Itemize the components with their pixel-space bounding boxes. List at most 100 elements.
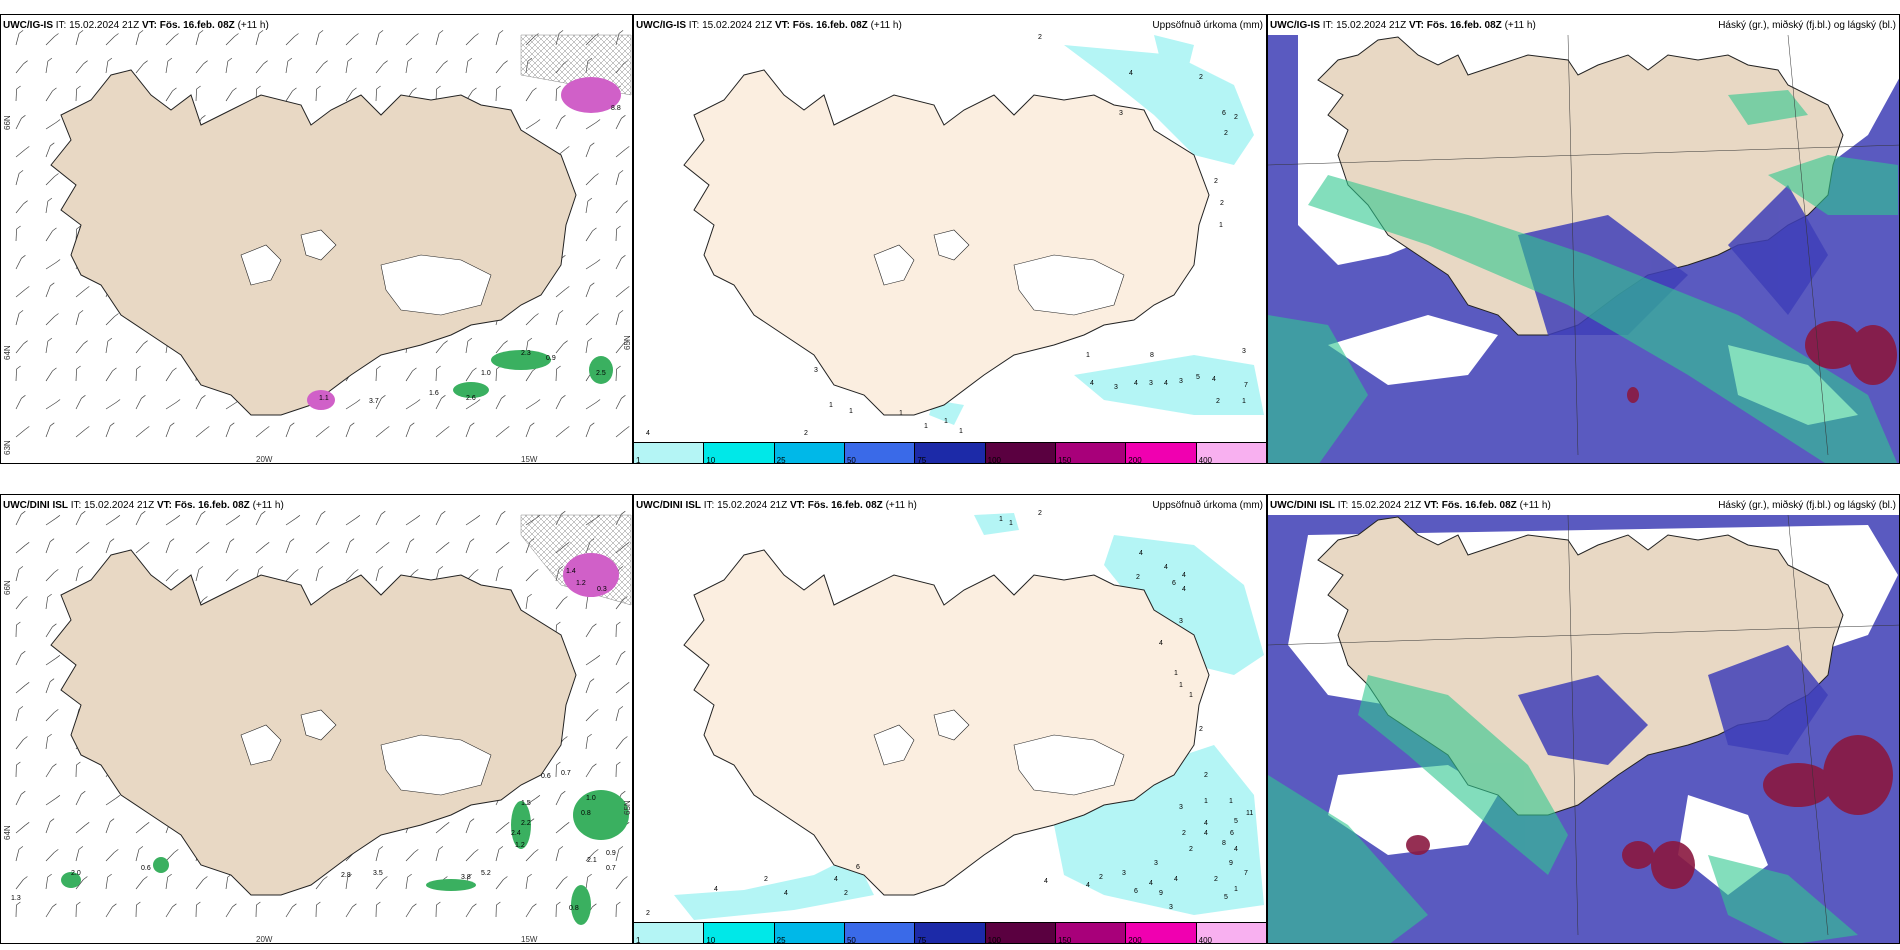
panel-title: UWC/IG-IS IT: 15.02.2024 21Z VT: Fös. 16… <box>3 20 269 31</box>
svg-text:4: 4 <box>1164 380 1168 387</box>
svg-text:5: 5 <box>1196 374 1200 381</box>
svg-text:1: 1 <box>1229 798 1233 805</box>
svg-text:11: 11 <box>1246 810 1253 817</box>
svg-text:4: 4 <box>1090 380 1094 387</box>
svg-text:0.6: 0.6 <box>141 865 151 872</box>
cloud-title: Háský (gr.), miðský (fj.bl.) og lágský (… <box>1718 500 1896 511</box>
svg-text:1: 1 <box>1086 352 1090 359</box>
svg-text:3.7: 3.7 <box>369 398 379 405</box>
svg-text:1.0: 1.0 <box>586 795 596 802</box>
svg-text:2: 2 <box>804 430 808 437</box>
svg-text:1: 1 <box>1174 670 1178 677</box>
colorbar-segment: 400 <box>1196 443 1266 463</box>
svg-text:2: 2 <box>1099 874 1103 881</box>
svg-text:2: 2 <box>1220 200 1224 207</box>
lat-label: 65N <box>623 800 632 815</box>
svg-text:2: 2 <box>1214 178 1218 185</box>
svg-text:2: 2 <box>1204 772 1208 779</box>
svg-text:8.8: 8.8 <box>611 105 621 112</box>
cloud-map <box>1268 15 1899 463</box>
svg-text:2: 2 <box>1182 830 1186 837</box>
precip-map: 2 4 3 2 6 2 2 2 2 1 4 3 1 1 1 1 1 2 1 4 … <box>646 34 1264 437</box>
svg-text:6: 6 <box>856 864 860 871</box>
wind-map: 1.4 1.2 0.3 1.0 0.7 0.8 2.1 0.9 1.5 2.2 … <box>11 510 632 925</box>
svg-text:8: 8 <box>1150 352 1154 359</box>
svg-text:3: 3 <box>1154 860 1158 867</box>
svg-text:4: 4 <box>1204 830 1208 837</box>
glaciers <box>873 709 1125 796</box>
svg-text:2: 2 <box>1199 726 1203 733</box>
wind-panel-row2: UWC/DINI ISL IT: 15.02.2024 21Z VT: Fös.… <box>0 494 633 944</box>
svg-text:4: 4 <box>646 430 650 437</box>
colorbar-segment: 1 <box>634 443 705 463</box>
svg-text:1: 1 <box>899 410 903 417</box>
svg-text:6: 6 <box>1230 830 1234 837</box>
svg-text:3: 3 <box>1179 618 1183 625</box>
svg-text:4: 4 <box>1182 572 1186 579</box>
lon-label: 20W <box>256 455 273 464</box>
precip-panel-row2: UWC/DINI ISL IT: 15.02.2024 21Z VT: Fös.… <box>633 494 1267 944</box>
svg-text:9: 9 <box>1159 890 1163 897</box>
colorbar-segment: 1 <box>634 923 705 943</box>
svg-text:5: 5 <box>1234 818 1238 825</box>
colorbar-segment: 25 <box>774 923 845 943</box>
cloud-panel-row2: UWC/DINI ISL IT: 15.02.2024 21Z VT: Fös.… <box>1267 494 1900 944</box>
colorbar-segment: 150 <box>1055 443 1127 463</box>
svg-text:5: 5 <box>1224 894 1228 901</box>
cloud-map <box>1268 495 1899 943</box>
svg-text:6: 6 <box>1222 110 1226 117</box>
svg-text:4: 4 <box>1129 70 1133 77</box>
svg-text:6: 6 <box>1134 888 1138 895</box>
precip-value-labels: 2 4 3 2 6 2 2 2 2 1 4 3 1 1 1 1 1 2 1 4 … <box>646 34 1248 437</box>
svg-text:2: 2 <box>1189 846 1193 853</box>
svg-text:1.5: 1.5 <box>521 800 531 807</box>
colorbar-segment: 50 <box>844 923 916 943</box>
svg-text:2.0: 2.0 <box>71 870 81 877</box>
svg-text:4: 4 <box>1159 640 1163 647</box>
svg-text:0.9: 0.9 <box>546 355 556 362</box>
colorbar-segment: 100 <box>985 923 1056 943</box>
svg-text:2: 2 <box>1038 510 1042 517</box>
svg-text:3: 3 <box>1179 378 1183 385</box>
precip-title: Uppsöfnuð úrkoma (mm) <box>1152 500 1263 511</box>
colorbar-segment: 200 <box>1126 443 1197 463</box>
iceland-land <box>1317 36 1844 336</box>
svg-text:0.7: 0.7 <box>606 865 616 872</box>
svg-text:2: 2 <box>1234 114 1238 121</box>
svg-text:4: 4 <box>1234 846 1238 853</box>
svg-text:7: 7 <box>1244 870 1248 877</box>
cloud-panel-row1: UWC/IG-IS IT: 15.02.2024 21Z VT: Fös. 16… <box>1267 14 1900 464</box>
cloud-title: Háský (gr.), miðský (fj.bl.) og lágský (… <box>1718 20 1896 31</box>
panel-title: UWC/DINI ISL IT: 15.02.2024 21Z VT: Fös.… <box>3 500 284 511</box>
svg-text:1.3: 1.3 <box>11 895 21 902</box>
svg-text:3: 3 <box>1242 348 1246 355</box>
precip-value-labels: 2 1 1 4 2 4 4 6 4 3 4 1 1 1 2 1 1 3 2 4 … <box>646 510 1253 917</box>
svg-text:4: 4 <box>1182 586 1186 593</box>
svg-text:7: 7 <box>1244 382 1248 389</box>
colorbar-segment: 75 <box>915 923 986 943</box>
svg-text:2: 2 <box>1216 398 1220 405</box>
svg-text:3: 3 <box>1114 384 1118 391</box>
precip-panel-row1: UWC/IG-IS IT: 15.02.2024 21Z VT: Fös. 16… <box>633 14 1267 464</box>
svg-text:1: 1 <box>959 428 963 435</box>
svg-text:2.5: 2.5 <box>596 370 606 377</box>
panel-title: UWC/IG-IS IT: 15.02.2024 21Z VT: Fös. 16… <box>1270 20 1536 31</box>
svg-text:1: 1 <box>1009 520 1013 527</box>
svg-text:3.8: 3.8 <box>461 874 471 881</box>
svg-text:1.6: 1.6 <box>429 390 439 397</box>
svg-text:3: 3 <box>1169 904 1173 911</box>
grid-lines <box>1268 34 1899 456</box>
svg-text:1: 1 <box>1242 398 1246 405</box>
svg-text:1.1: 1.1 <box>319 395 329 402</box>
svg-text:2: 2 <box>764 876 768 883</box>
high-clouds <box>1268 90 1898 463</box>
svg-text:4: 4 <box>784 890 788 897</box>
wind-value-labels: 8.8 1.0 2.3 0.9 2.5 1.6 2.6 3.7 1.1 <box>319 105 621 405</box>
svg-text:0.8: 0.8 <box>569 905 579 912</box>
wind-value-labels: 1.4 1.2 0.3 1.0 0.7 0.8 2.1 0.9 1.5 2.2 … <box>11 568 616 912</box>
svg-text:3: 3 <box>1149 380 1153 387</box>
svg-text:1: 1 <box>1179 682 1183 689</box>
lat-label: 65N <box>623 335 632 350</box>
svg-text:1.0: 1.0 <box>481 370 491 377</box>
svg-text:4: 4 <box>714 886 718 893</box>
